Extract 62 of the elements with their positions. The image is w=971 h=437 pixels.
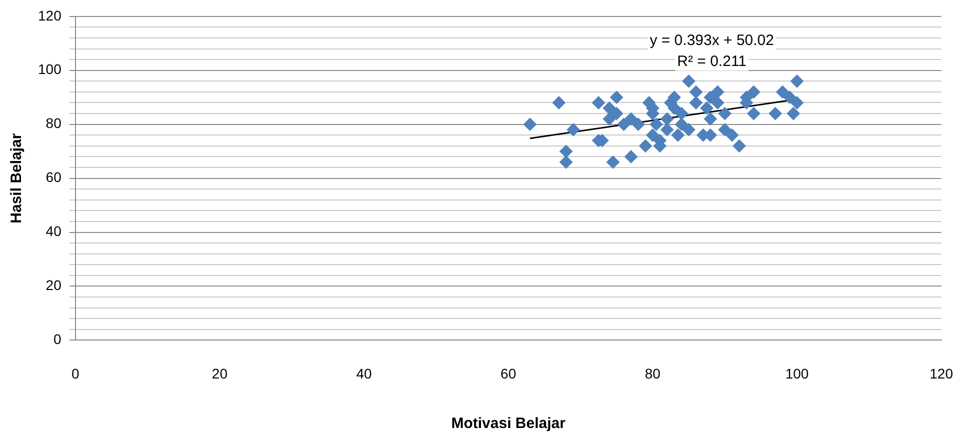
y-axis-title: Hasil Belajar: [8, 133, 26, 224]
point: [624, 112, 638, 126]
point: [592, 96, 606, 110]
point: [650, 118, 663, 131]
point: [610, 90, 624, 104]
point: [560, 156, 573, 169]
point: [660, 123, 674, 136]
y-tick-label: 20: [46, 277, 62, 294]
point: [711, 85, 724, 98]
point: [566, 123, 580, 136]
x-tick-label: 40: [356, 365, 372, 382]
point: [523, 118, 536, 131]
point: [632, 118, 645, 131]
x-axis-title: Motivasi Belajar: [451, 415, 566, 432]
x-tick-label: 0: [71, 365, 80, 382]
x-tick-label: 20: [212, 365, 228, 382]
point: [638, 139, 652, 152]
y-tick-label: 100: [38, 61, 62, 78]
point: [668, 90, 681, 104]
point: [682, 74, 696, 88]
point: [671, 128, 684, 142]
point: [606, 156, 620, 169]
point: [646, 128, 660, 142]
point: [732, 139, 746, 152]
x-tick-label: 60: [500, 365, 516, 382]
point: [552, 96, 566, 110]
point: [726, 128, 739, 142]
point: [711, 96, 724, 110]
point: [689, 96, 702, 110]
point: [610, 107, 624, 120]
x-tick-label: 80: [644, 365, 661, 382]
point: [602, 112, 616, 126]
point: [668, 102, 681, 115]
point: [776, 85, 790, 98]
point: [747, 107, 760, 120]
point: [675, 107, 688, 120]
point: [747, 85, 760, 98]
point: [786, 107, 800, 120]
point: [704, 112, 717, 126]
y-tick-label: 60: [46, 169, 62, 186]
point: [790, 96, 804, 110]
x-tick-label: 120: [930, 365, 954, 382]
point: [718, 123, 732, 136]
annotation: R² = 0.211: [677, 52, 747, 70]
point: [682, 123, 696, 136]
point: [689, 85, 702, 98]
y-tick-label: 80: [46, 115, 62, 132]
point: [718, 107, 732, 120]
annotation: y = 0.393x + 50.02: [650, 32, 774, 49]
point: [768, 107, 782, 120]
point: [700, 102, 714, 115]
point: [675, 118, 688, 131]
y-tick-label: 120: [38, 7, 62, 24]
point: [560, 144, 573, 158]
y-tick-label: 40: [46, 223, 62, 240]
point: [624, 150, 638, 164]
point: [617, 118, 630, 131]
y-tick-label: 0: [54, 331, 62, 348]
x-tick-label: 100: [785, 365, 809, 382]
point: [783, 90, 796, 104]
point: [660, 112, 674, 126]
point: [790, 74, 804, 88]
